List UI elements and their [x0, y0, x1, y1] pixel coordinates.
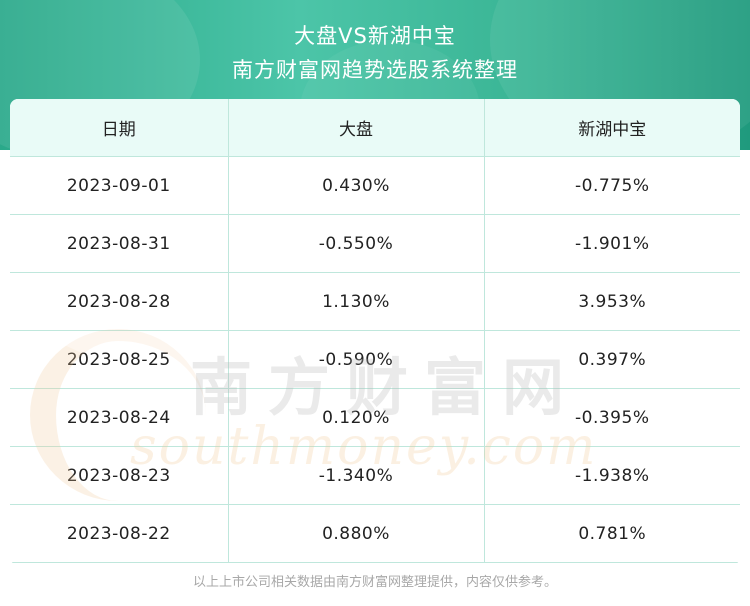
- page-title: 大盘VS新湖中宝: [294, 24, 456, 48]
- cell-market: 0.430%: [228, 156, 485, 215]
- cell-stock: 3.953%: [484, 272, 740, 331]
- column-header-market: 大盘: [228, 99, 485, 157]
- table-row: 2023-08-28 1.130% 3.953%: [10, 272, 740, 331]
- cell-stock: -1.901%: [484, 214, 740, 273]
- cell-stock: -0.775%: [484, 156, 740, 215]
- header-banner: 大盘VS新湖中宝 南方财富网趋势选股系统整理: [0, 0, 750, 150]
- cell-date: 2023-08-31: [10, 214, 229, 273]
- cell-market: -0.550%: [228, 214, 485, 273]
- table-row: 2023-08-24 0.120% -0.395%: [10, 388, 740, 447]
- table-row: 2023-08-23 -1.340% -1.938%: [10, 446, 740, 505]
- cell-market: 1.130%: [228, 272, 485, 331]
- cell-date: 2023-08-23: [10, 446, 229, 505]
- table-header-row: 日期 大盘 新湖中宝: [10, 99, 740, 157]
- cell-market: 0.880%: [228, 504, 485, 563]
- data-table-card: 日期 大盘 新湖中宝 2023-09-01 0.430% -0.775% 202…: [10, 99, 740, 565]
- cell-date: 2023-09-01: [10, 156, 229, 215]
- cell-market: 0.120%: [228, 388, 485, 447]
- cell-stock: -0.395%: [484, 388, 740, 447]
- cell-market: -0.590%: [228, 330, 485, 389]
- cell-stock: 0.397%: [484, 330, 740, 389]
- page-subtitle: 南方财富网趋势选股系统整理: [232, 58, 518, 82]
- cell-date: 2023-08-22: [10, 504, 229, 563]
- cell-stock: 0.781%: [484, 504, 740, 563]
- column-header-stock: 新湖中宝: [484, 99, 740, 157]
- table-row: 2023-08-22 0.880% 0.781%: [10, 504, 740, 563]
- cell-stock: -1.938%: [484, 446, 740, 505]
- comparison-table: 日期 大盘 新湖中宝 2023-09-01 0.430% -0.775% 202…: [10, 99, 740, 563]
- cell-date: 2023-08-28: [10, 272, 229, 331]
- cell-market: -1.340%: [228, 446, 485, 505]
- column-header-date: 日期: [10, 99, 229, 157]
- cell-date: 2023-08-25: [10, 330, 229, 389]
- footer-disclaimer: 以上上市公司相关数据由南方财富网整理提供，内容仅供参考。: [192, 575, 557, 590]
- table-row: 2023-08-25 -0.590% 0.397%: [10, 330, 740, 389]
- table-row: 2023-09-01 0.430% -0.775%: [10, 156, 740, 215]
- table-row: 2023-08-31 -0.550% -1.901%: [10, 214, 740, 273]
- cell-date: 2023-08-24: [10, 388, 229, 447]
